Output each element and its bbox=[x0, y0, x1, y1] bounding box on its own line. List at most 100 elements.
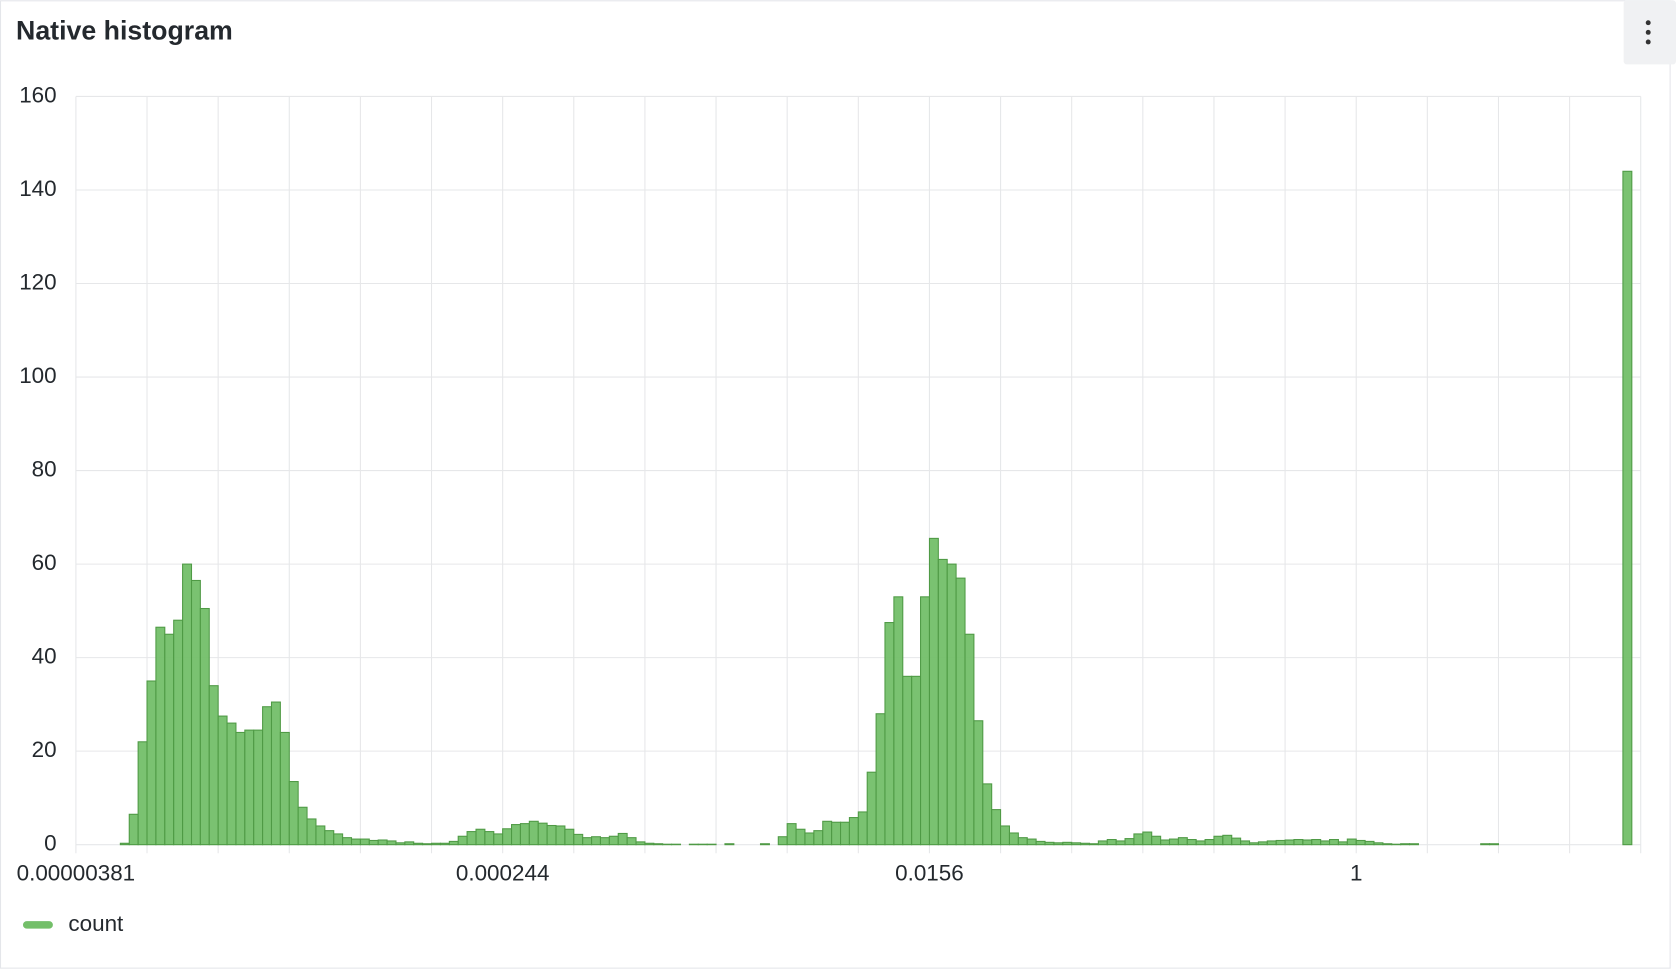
bar bbox=[1124, 838, 1135, 846]
bar bbox=[1160, 839, 1171, 846]
bar bbox=[1480, 843, 1491, 846]
bar bbox=[199, 607, 210, 846]
bar bbox=[182, 563, 193, 846]
bar bbox=[253, 729, 264, 846]
bar bbox=[1320, 840, 1331, 846]
bar bbox=[1257, 841, 1268, 846]
bar bbox=[591, 836, 601, 846]
x-tick-label: 0.0156 bbox=[895, 861, 964, 886]
bar bbox=[466, 831, 477, 846]
bar bbox=[128, 813, 139, 846]
bar bbox=[804, 832, 815, 846]
bar bbox=[190, 579, 201, 846]
bar bbox=[511, 824, 521, 846]
bar bbox=[920, 596, 931, 846]
bar bbox=[1106, 838, 1117, 846]
legend-label[interactable]: count bbox=[68, 911, 124, 936]
bar bbox=[1382, 843, 1393, 846]
bar bbox=[1337, 841, 1348, 846]
bar bbox=[964, 633, 975, 846]
bar bbox=[1097, 840, 1108, 846]
panel-title: Native histogram bbox=[16, 15, 233, 45]
bar bbox=[982, 783, 993, 846]
bar bbox=[528, 820, 539, 846]
bar bbox=[1213, 835, 1224, 846]
bar bbox=[1329, 838, 1339, 846]
bar bbox=[955, 577, 966, 846]
bar bbox=[928, 537, 939, 846]
bar bbox=[1062, 841, 1073, 846]
bar bbox=[893, 596, 904, 846]
y-tick-label: 20 bbox=[32, 737, 57, 762]
bar bbox=[315, 825, 326, 846]
y-tick-label: 0 bbox=[44, 831, 56, 856]
y-tick-label: 80 bbox=[32, 456, 57, 481]
bar bbox=[1088, 843, 1099, 846]
bar bbox=[1204, 838, 1215, 846]
bar bbox=[1284, 839, 1295, 846]
bar bbox=[573, 833, 584, 846]
bar bbox=[146, 680, 157, 846]
bar bbox=[484, 831, 495, 846]
bar bbox=[244, 729, 255, 846]
bar bbox=[404, 841, 415, 846]
bar bbox=[1222, 834, 1233, 846]
bar bbox=[448, 840, 459, 846]
y-tick-label: 140 bbox=[19, 176, 56, 201]
menu-button[interactable] bbox=[1623, 0, 1676, 65]
bars bbox=[119, 170, 1633, 846]
bar bbox=[137, 741, 148, 846]
bar bbox=[599, 837, 610, 846]
bar bbox=[1008, 832, 1019, 846]
x-tick-label: 1 bbox=[1350, 861, 1362, 886]
bar bbox=[635, 841, 646, 846]
bar bbox=[1071, 842, 1082, 846]
bar bbox=[1133, 833, 1144, 846]
bar bbox=[1266, 840, 1277, 846]
bar bbox=[235, 731, 246, 846]
bar bbox=[270, 701, 281, 846]
x-tick-label: 0.000244 bbox=[456, 861, 550, 886]
bar bbox=[279, 731, 290, 846]
bar bbox=[1017, 837, 1028, 846]
bar bbox=[324, 830, 335, 846]
bar bbox=[1044, 841, 1055, 846]
bar bbox=[217, 715, 228, 846]
bar bbox=[359, 838, 370, 846]
bar bbox=[1151, 835, 1162, 846]
bar bbox=[937, 558, 948, 846]
bar bbox=[173, 619, 184, 846]
bar bbox=[973, 720, 984, 846]
bar bbox=[519, 823, 530, 846]
bar bbox=[795, 828, 806, 846]
bar bbox=[368, 839, 379, 846]
bar bbox=[724, 843, 735, 846]
bar bbox=[1302, 839, 1313, 846]
y-tick-label: 40 bbox=[32, 644, 57, 669]
bar bbox=[582, 837, 593, 846]
y-tick-label: 120 bbox=[19, 269, 56, 294]
bar bbox=[875, 713, 886, 846]
bar bbox=[626, 837, 637, 846]
bar bbox=[608, 835, 619, 846]
bar bbox=[831, 821, 842, 846]
bar bbox=[822, 820, 833, 846]
y-tick-label: 160 bbox=[19, 82, 56, 107]
bar bbox=[439, 842, 450, 846]
bar bbox=[333, 833, 344, 846]
bar bbox=[164, 633, 175, 846]
bar bbox=[1035, 840, 1046, 846]
legend[interactable]: count bbox=[22, 911, 124, 936]
bar bbox=[813, 830, 824, 846]
bar bbox=[1311, 838, 1322, 846]
bar bbox=[350, 838, 361, 846]
bar bbox=[1373, 842, 1384, 846]
bar bbox=[413, 842, 424, 846]
bar bbox=[1293, 838, 1304, 846]
bar bbox=[1186, 838, 1197, 846]
bar bbox=[991, 809, 1002, 846]
bar bbox=[839, 821, 850, 846]
bar bbox=[1622, 170, 1633, 846]
bar bbox=[377, 839, 388, 846]
